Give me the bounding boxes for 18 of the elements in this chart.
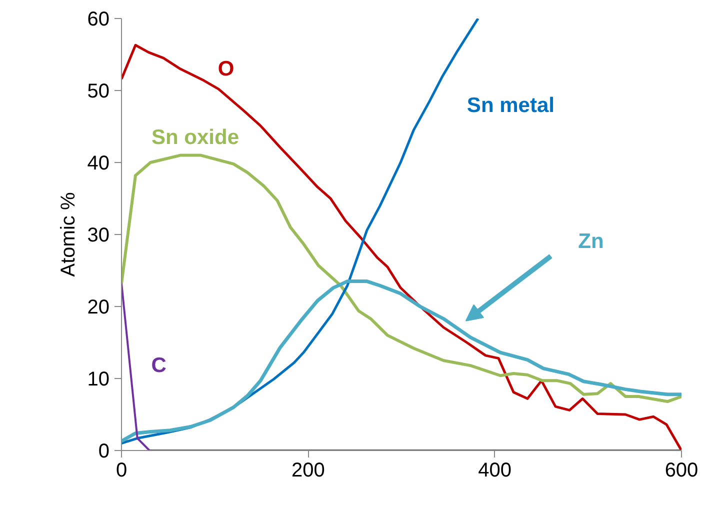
y-tick-label: 40 [87,152,110,174]
x-tick-label: 0 [116,460,128,482]
x-tick-label: 600 [664,460,698,482]
y-tick-label: 60 [87,8,110,30]
y-axis-title: Atomic % [57,192,80,277]
x-tick-label: 200 [291,460,325,482]
line-series [122,154,682,404]
x-tick-label: 400 [478,460,512,482]
y-tick-label: 10 [87,368,110,390]
y-tick-label: 30 [87,224,110,246]
y-tick-label: 20 [87,296,110,318]
series-label: C [151,354,166,378]
series-label: Sn oxide [151,126,240,149]
series-label: O [218,57,234,80]
series-label: Sn metal [466,94,554,118]
text: Zn [578,230,604,254]
y-tick-label: 50 [87,80,110,102]
y-tick-label: 0 [98,440,110,462]
